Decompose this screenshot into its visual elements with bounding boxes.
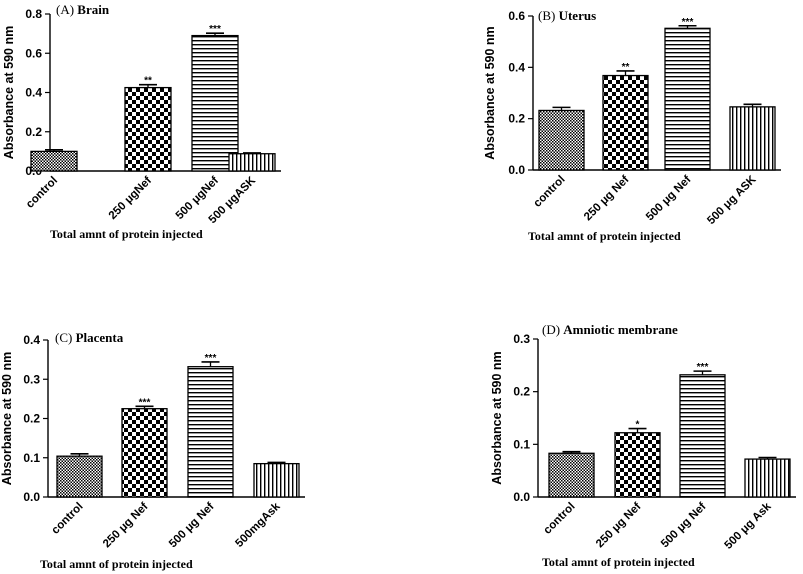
significance-label: ***	[139, 397, 151, 408]
significance-label: *	[636, 420, 640, 431]
category-label: 250 μgNef	[107, 175, 154, 222]
bar-1	[602, 74, 649, 171]
bar-3	[744, 458, 791, 498]
chart-title: (C) Placenta	[55, 330, 124, 345]
bar-2	[679, 374, 726, 498]
y-axis-label: Absorbance at 590 nm	[483, 26, 497, 159]
chart-panel-d: (D) Amniotic membrane 0.0 0.1 0.2 0.3 Absorba…	[490, 322, 796, 569]
bar-2	[664, 27, 711, 171]
y-tick-label: 0.2	[513, 385, 530, 399]
bar-2	[191, 34, 239, 172]
category-label: 250 μg Nef	[594, 501, 644, 551]
significance-label: ***	[697, 362, 709, 373]
x-axis-label: Total amnt of protein injected	[542, 555, 695, 569]
bar-0	[548, 452, 595, 498]
significance-label: **	[144, 76, 152, 87]
category-label: 500mgAsk	[233, 500, 283, 550]
bar-1	[121, 408, 168, 498]
y-tick-label: 0.3	[23, 372, 40, 386]
y-tick-label: 0.2	[25, 125, 42, 139]
category-label: control	[532, 174, 568, 210]
category-label: 500 μg ASK	[705, 173, 759, 227]
bar-2	[187, 366, 234, 498]
y-tick-label: 0.4	[25, 86, 42, 100]
chart-panel-b: (B) Uterus 0.0 0.2 0.4 0.6 Absorbance at 590 …	[483, 8, 781, 243]
y-tick-label: 0.8	[25, 7, 42, 21]
x-axis-label: Total amnt of protein injected	[40, 557, 193, 571]
category-label: 500 μg Nef	[644, 174, 694, 224]
y-axis-label: Absorbance at 590 nm	[490, 351, 504, 484]
y-tick-label: 0.3	[513, 332, 530, 346]
category-label: 500 μg Nef	[659, 501, 709, 551]
significance-label: ***	[682, 17, 694, 28]
y-tick-label: 0.6	[25, 46, 42, 60]
y-tick-label: 0.0	[508, 163, 525, 177]
bar-0	[30, 150, 78, 172]
significance-label: **	[622, 62, 630, 73]
category-label: control	[24, 175, 60, 211]
bar-0	[56, 455, 103, 498]
x-axis-label: Total amnt of protein injected	[528, 229, 681, 243]
y-tick-label: 0.2	[508, 112, 525, 126]
category-label: 250 μg Nef	[582, 174, 632, 224]
category-label: control	[50, 501, 86, 537]
y-axis-label: Absorbance at 590 nm	[0, 352, 14, 485]
bar-3	[228, 153, 276, 172]
bar-3	[253, 462, 300, 498]
y-tick-label: 0.0	[23, 490, 40, 504]
y-tick-label: 0.0	[513, 490, 530, 504]
y-tick-label: 0.2	[23, 412, 40, 426]
chart-title: (B) Uterus	[538, 8, 596, 23]
x-axis-label: Total amnt of protein injected	[50, 227, 203, 241]
y-tick-label: 0.4	[23, 333, 40, 347]
bar-1	[124, 86, 172, 172]
category-label: 500 μg Nef	[167, 501, 217, 551]
y-tick-label: 0.1	[23, 451, 40, 465]
category-label: 500 μg Ask	[722, 500, 774, 552]
chart-title: (D) Amniotic membrane	[542, 322, 678, 337]
bar-1	[614, 432, 661, 498]
y-axis-label: Absorbance at 590 nm	[2, 26, 16, 159]
chart-panel-c: (C) Placenta 0.0 0.1 0.2 0.3 0.4 Absorbance at…	[0, 330, 305, 571]
category-label: control	[542, 501, 578, 537]
y-tick-label: 0.6	[508, 9, 525, 23]
category-label: 250 μg Nef	[101, 501, 151, 551]
bar-3	[729, 106, 776, 171]
y-tick-label: 0.4	[508, 60, 525, 74]
significance-label: ***	[209, 24, 221, 35]
bar-0	[538, 109, 585, 171]
chart-title: (A) Brain	[56, 2, 110, 17]
y-tick-label: 0.1	[513, 437, 530, 451]
significance-label: ***	[205, 353, 217, 364]
